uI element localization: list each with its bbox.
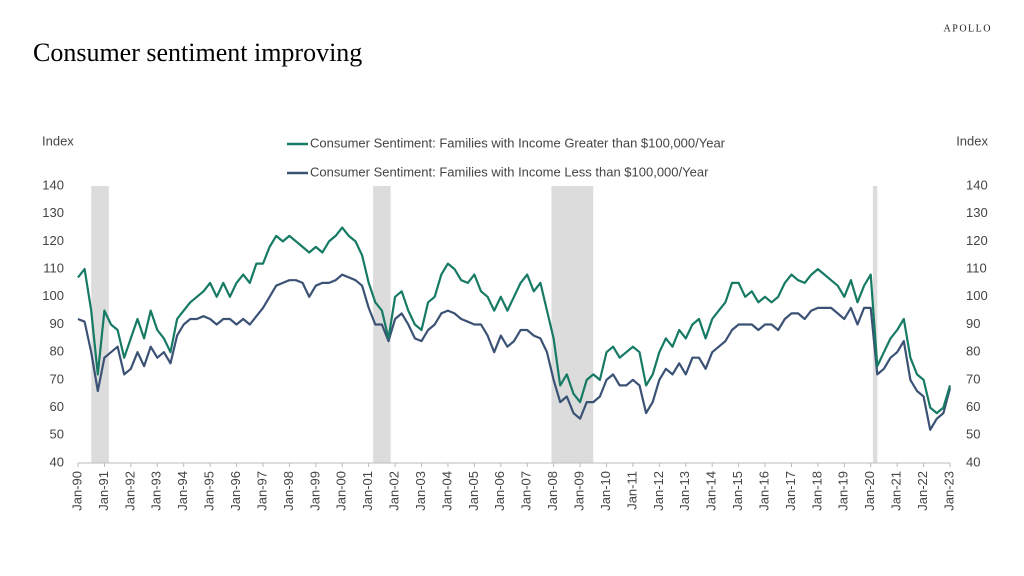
y-tick-label: 110 xyxy=(43,261,64,276)
x-tick-label: Jan-20 xyxy=(862,471,877,511)
x-tick-label: Jan-93 xyxy=(149,471,164,511)
y-tick-label: 130 xyxy=(42,205,64,220)
y2-tick-label: 120 xyxy=(966,233,988,248)
x-tick-label: Jan-07 xyxy=(519,471,534,511)
y2-tick-label: 130 xyxy=(966,205,988,220)
y-tick-label: 40 xyxy=(50,454,64,469)
x-tick-label: Jan-23 xyxy=(941,471,956,511)
x-tick-label: Jan-17 xyxy=(783,471,798,511)
y-tick-label: 90 xyxy=(50,316,64,331)
x-tick-label: Jan-04 xyxy=(439,471,454,511)
y-tick-label: 140 xyxy=(42,177,64,192)
y-tick-label: 100 xyxy=(42,288,64,303)
y-tick-label: 120 xyxy=(42,233,64,248)
x-tick-label: Jan-92 xyxy=(122,471,137,511)
x-tick-label: Jan-21 xyxy=(889,471,904,511)
x-tick-label: Jan-01 xyxy=(360,471,375,511)
recession-band xyxy=(551,186,594,463)
x-tick-label: Jan-98 xyxy=(281,471,296,511)
y2-tick-label: 60 xyxy=(966,399,980,414)
series-line xyxy=(77,226,952,415)
x-tick-label: Jan-96 xyxy=(228,471,243,511)
x-tick-label: Jan-03 xyxy=(413,471,428,511)
y-tick-label: 80 xyxy=(50,344,64,359)
x-tick-label: Jan-02 xyxy=(387,471,402,511)
x-tick-label: Jan-97 xyxy=(254,471,269,511)
y2-tick-label: 90 xyxy=(966,316,980,331)
x-tick-label: Jan-22 xyxy=(915,471,930,511)
x-tick-label: Jan-99 xyxy=(307,471,322,511)
x-tick-label: Jan-11 xyxy=(624,471,639,510)
series-line xyxy=(77,273,952,431)
y-tick-label: 70 xyxy=(50,371,64,386)
x-tick-label: Jan-15 xyxy=(730,471,745,511)
x-tick-label: Jan-12 xyxy=(651,471,666,511)
recession-band xyxy=(91,186,109,463)
y-tick-label: 50 xyxy=(50,427,64,442)
y2-tick-label: 140 xyxy=(966,177,988,192)
x-tick-label: Jan-91 xyxy=(96,471,111,511)
y-axis-title: Index xyxy=(42,133,74,148)
x-tick-label: Jan-95 xyxy=(202,471,217,511)
x-tick-label: Jan-08 xyxy=(545,471,560,511)
brand: APOLLO xyxy=(944,23,992,34)
legend-label: Consumer Sentiment: Families with Income… xyxy=(310,164,709,179)
x-tick-label: Jan-10 xyxy=(598,471,613,511)
x-tick-label: Jan-09 xyxy=(571,471,586,511)
x-tick-label: Jan-16 xyxy=(756,471,771,511)
x-tick-label: Jan-14 xyxy=(704,471,719,511)
y2-tick-label: 70 xyxy=(966,371,980,386)
x-tick-label: Jan-18 xyxy=(809,471,824,511)
y2-tick-label: 80 xyxy=(966,344,980,359)
x-tick-label: Jan-94 xyxy=(175,471,190,511)
legend-label: Consumer Sentiment: Families with Income… xyxy=(310,135,726,150)
y-tick-label: 60 xyxy=(50,399,64,414)
chart-title: Consumer sentiment improving xyxy=(33,38,362,67)
x-tick-label: Jan-19 xyxy=(836,471,851,511)
x-tick-label: Jan-00 xyxy=(334,471,349,511)
y2-axis-title: Index xyxy=(956,133,988,148)
y2-tick-label: 40 xyxy=(966,454,980,469)
x-tick-label: Jan-06 xyxy=(492,471,507,511)
y2-tick-label: 110 xyxy=(966,261,987,276)
x-tick-label: Jan-05 xyxy=(466,471,481,511)
x-tick-label: Jan-90 xyxy=(69,471,84,511)
y2-tick-label: 50 xyxy=(966,427,980,442)
x-tick-label: Jan-13 xyxy=(677,471,692,511)
y2-tick-label: 100 xyxy=(966,288,988,303)
